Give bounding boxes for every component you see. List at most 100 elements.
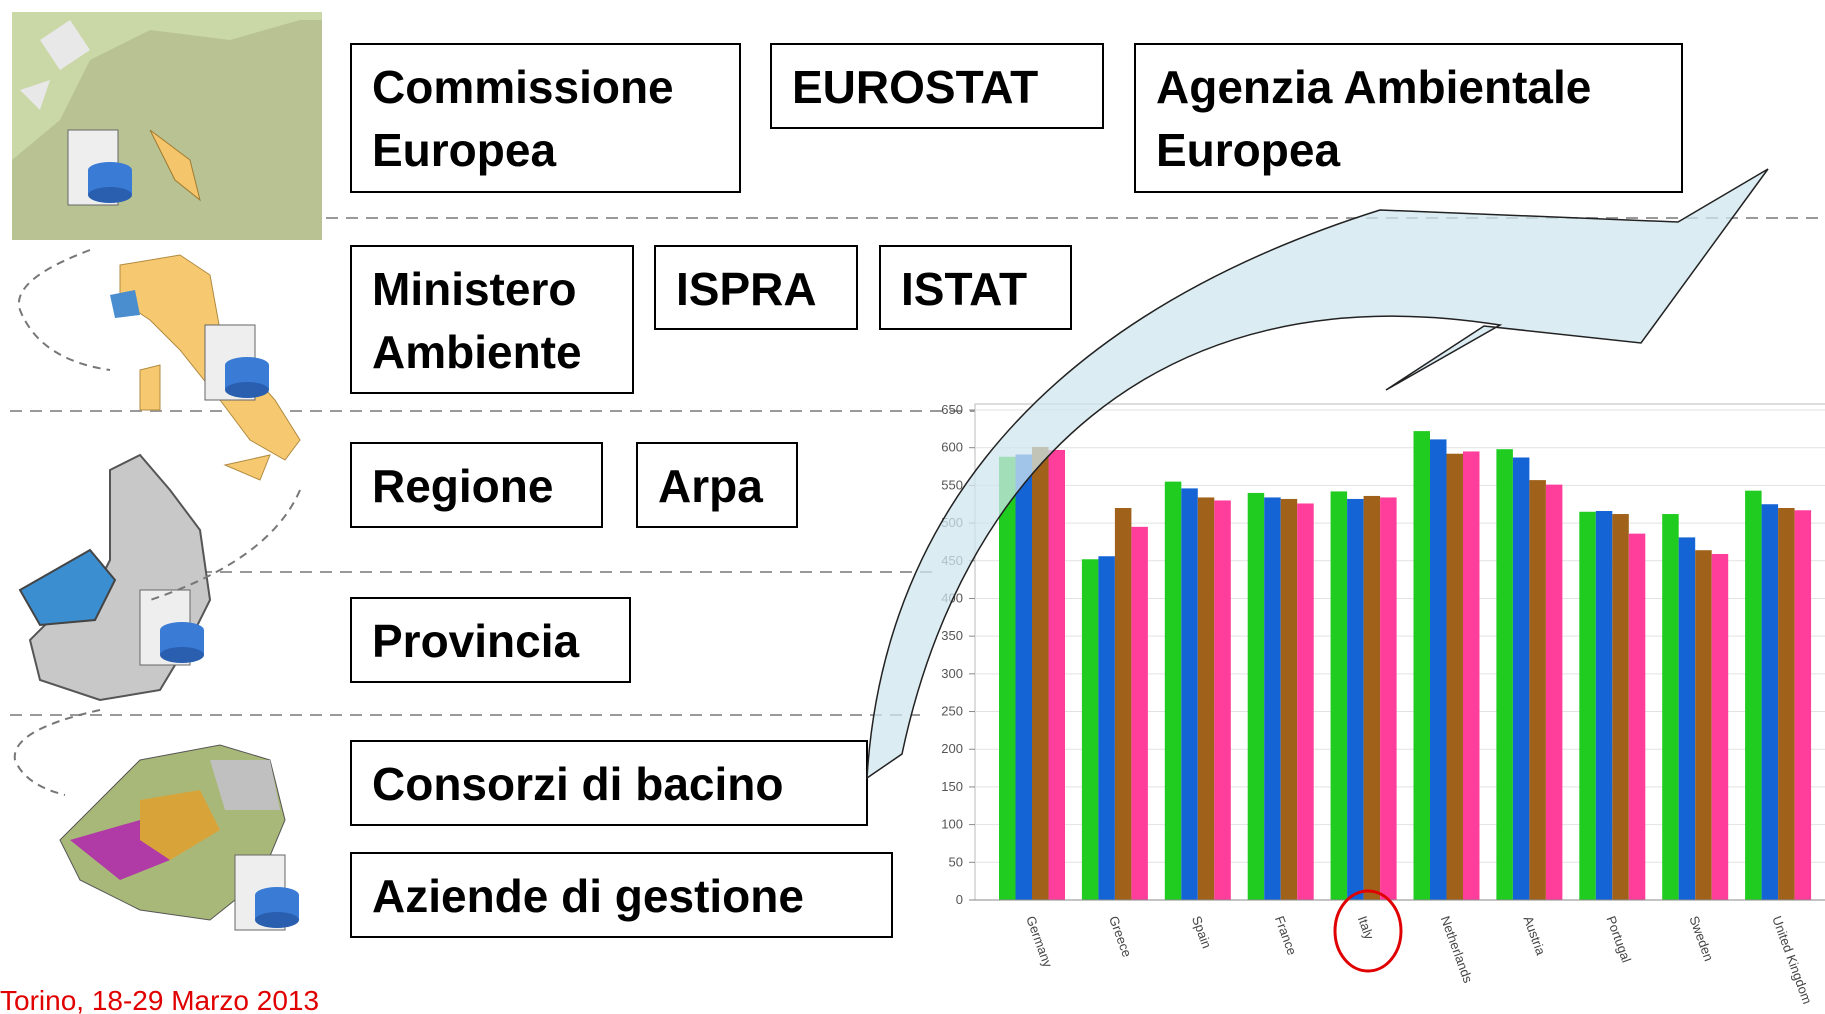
- bar: [1131, 526, 1148, 900]
- box-label: Ambiente: [372, 326, 582, 378]
- org-box: ISPRA: [654, 245, 858, 330]
- box-frame: [350, 852, 893, 938]
- x-tick-label: Netherlands: [1438, 914, 1476, 985]
- org-box: Ministero Ambiente: [350, 245, 634, 394]
- x-tick-label: United Kingdom: [1769, 914, 1815, 1006]
- y-tick-label: 550: [941, 477, 963, 492]
- europe-map: [12, 12, 322, 240]
- bar: [1512, 457, 1530, 900]
- bar: [1545, 484, 1563, 900]
- bar: [1662, 514, 1679, 900]
- bar: [1197, 497, 1215, 900]
- bar: [1330, 491, 1348, 900]
- box-label: Regione: [372, 460, 553, 512]
- box-frame: [1134, 43, 1683, 193]
- x-tick-label: Germany: [1023, 914, 1056, 970]
- bar: [1711, 553, 1729, 900]
- bar: [1098, 556, 1115, 900]
- box-frame: [636, 442, 798, 528]
- org-box: Arpa: [636, 442, 798, 528]
- box-label: ISTAT: [901, 263, 1027, 315]
- bar: [1529, 480, 1546, 900]
- org-box: ISTAT: [879, 245, 1072, 330]
- bar: [1761, 504, 1779, 900]
- y-tick-label: 200: [941, 741, 963, 756]
- y-tick-label: 100: [941, 817, 963, 832]
- x-tick-label: Portugal: [1603, 914, 1634, 965]
- org-box: EUROSTAT: [770, 43, 1104, 129]
- box-frame: [350, 597, 631, 683]
- y-tick-label: 250: [941, 704, 963, 719]
- box-label: Provincia: [372, 615, 580, 667]
- org-box: Provincia: [350, 597, 631, 683]
- server-icons: [67, 129, 299, 931]
- box-label: Agenzia Ambientale: [1156, 61, 1591, 113]
- bar: [1413, 431, 1430, 900]
- box-label: Aziende di gestione: [372, 870, 804, 922]
- y-tick-label: 150: [941, 779, 963, 794]
- x-tick-label: Spain: [1189, 914, 1214, 950]
- bar: [1463, 451, 1480, 900]
- org-box: Commissione Europea: [350, 43, 741, 193]
- bar: [1695, 550, 1712, 900]
- bar: [1628, 533, 1646, 900]
- bar: [1347, 498, 1364, 900]
- box-label: Arpa: [658, 460, 763, 512]
- footer: Torino, 18-29 Marzo 2013: [0, 985, 319, 1014]
- org-box: Agenzia Ambientale Europea: [1134, 43, 1683, 193]
- box-label: Consorzi di bacino: [372, 758, 783, 810]
- y-tick-label: 350: [941, 628, 963, 643]
- bar: [1496, 449, 1513, 900]
- bar: [1015, 454, 1032, 900]
- x-tick-label: Sweden: [1686, 914, 1716, 963]
- box-label: Europea: [372, 124, 556, 176]
- bar: [1264, 497, 1281, 900]
- box-frame: [350, 43, 741, 193]
- x-tick-label: Italy: [1355, 914, 1377, 942]
- box-frame: [654, 245, 858, 330]
- bar: [1579, 511, 1596, 900]
- bar: [1181, 488, 1198, 900]
- flow-arrows: [13, 249, 301, 796]
- bar: [1430, 439, 1447, 900]
- bar: [1247, 492, 1265, 900]
- bar: [1280, 498, 1298, 900]
- x-tick-label: Austria: [1521, 914, 1549, 958]
- bar: [1214, 500, 1231, 900]
- bar: [1164, 481, 1182, 900]
- box-label: ISPRA: [676, 263, 817, 315]
- bar: [1363, 495, 1381, 900]
- bar: [1380, 497, 1397, 900]
- bar: [1048, 449, 1065, 900]
- y-tick-label: 600: [941, 440, 963, 455]
- bar: [1778, 508, 1795, 900]
- province-map: [59, 744, 286, 921]
- box-label: Europea: [1156, 124, 1340, 176]
- box-label: EUROSTAT: [792, 61, 1038, 113]
- bar: [1446, 453, 1463, 900]
- highlight-circle: [1333, 889, 1403, 973]
- box-frame: [350, 740, 868, 826]
- bar: [1678, 537, 1696, 900]
- bar: [1612, 514, 1629, 900]
- y-tick-label: 300: [941, 666, 963, 681]
- big-arrow: [866, 168, 1769, 780]
- bar: [1081, 559, 1099, 900]
- bar: [1114, 508, 1132, 900]
- bar: [1794, 510, 1812, 900]
- box-label: Ministero: [372, 263, 576, 315]
- y-tick-label: 650: [941, 402, 963, 417]
- box-label: Commissione: [372, 61, 674, 113]
- bar: [1595, 511, 1613, 900]
- box-frame: [770, 43, 1104, 129]
- org-box: Regione: [350, 442, 603, 528]
- y-tick-label: 50: [949, 854, 963, 869]
- bar: [1745, 490, 1762, 900]
- box-frame: [350, 442, 603, 528]
- box-frame: [350, 245, 634, 394]
- bar: [1297, 503, 1314, 900]
- x-tick-label: France: [1272, 914, 1300, 957]
- x-tick-label: Greece: [1106, 914, 1135, 959]
